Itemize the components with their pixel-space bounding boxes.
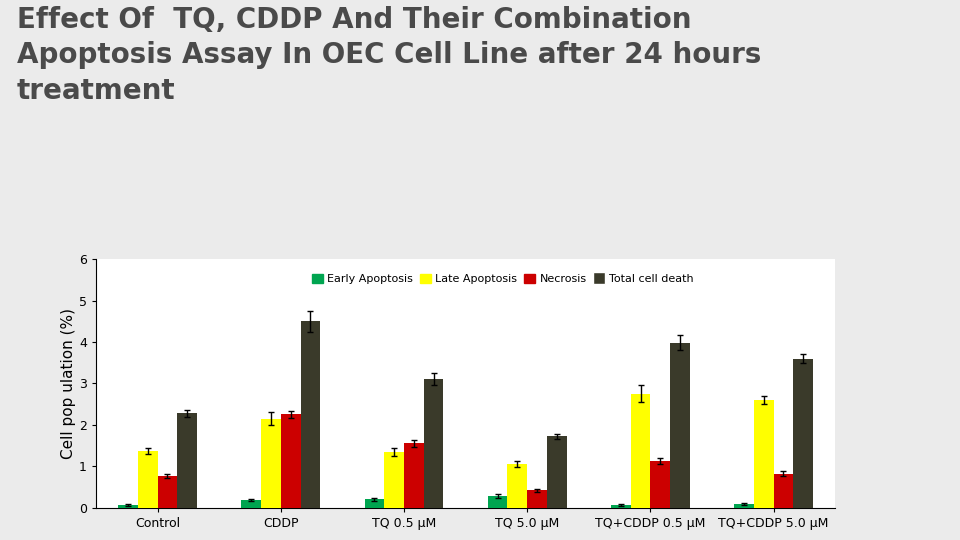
Bar [547,436,566,508]
Bar [508,464,527,508]
Bar [423,379,444,508]
Bar [365,500,384,508]
Legend: Early Apoptosis, Late Apoptosis, Necrosis, Total cell death: Early Apoptosis, Late Apoptosis, Necrosi… [307,269,698,289]
Y-axis label: Cell pop ulation (%): Cell pop ulation (%) [61,308,76,459]
Bar [631,394,651,508]
Bar [793,359,813,508]
Bar [611,505,631,508]
Bar [734,504,754,508]
Bar [138,451,157,508]
Bar [404,443,423,508]
Bar [261,418,280,508]
Text: Effect Of  TQ, CDDP And Their Combination
Apoptosis Assay In OEC Cell Line after: Effect Of TQ, CDDP And Their Combination… [17,6,761,105]
Bar [118,505,138,508]
Bar [670,343,690,508]
Bar [157,476,178,508]
Bar [754,400,774,508]
Bar [280,415,300,508]
Bar [178,413,197,508]
Bar [651,461,670,508]
Bar [384,451,404,508]
Bar [300,321,321,508]
Bar [527,490,547,508]
Bar [241,500,261,508]
Bar [774,474,793,508]
Bar [488,496,508,508]
